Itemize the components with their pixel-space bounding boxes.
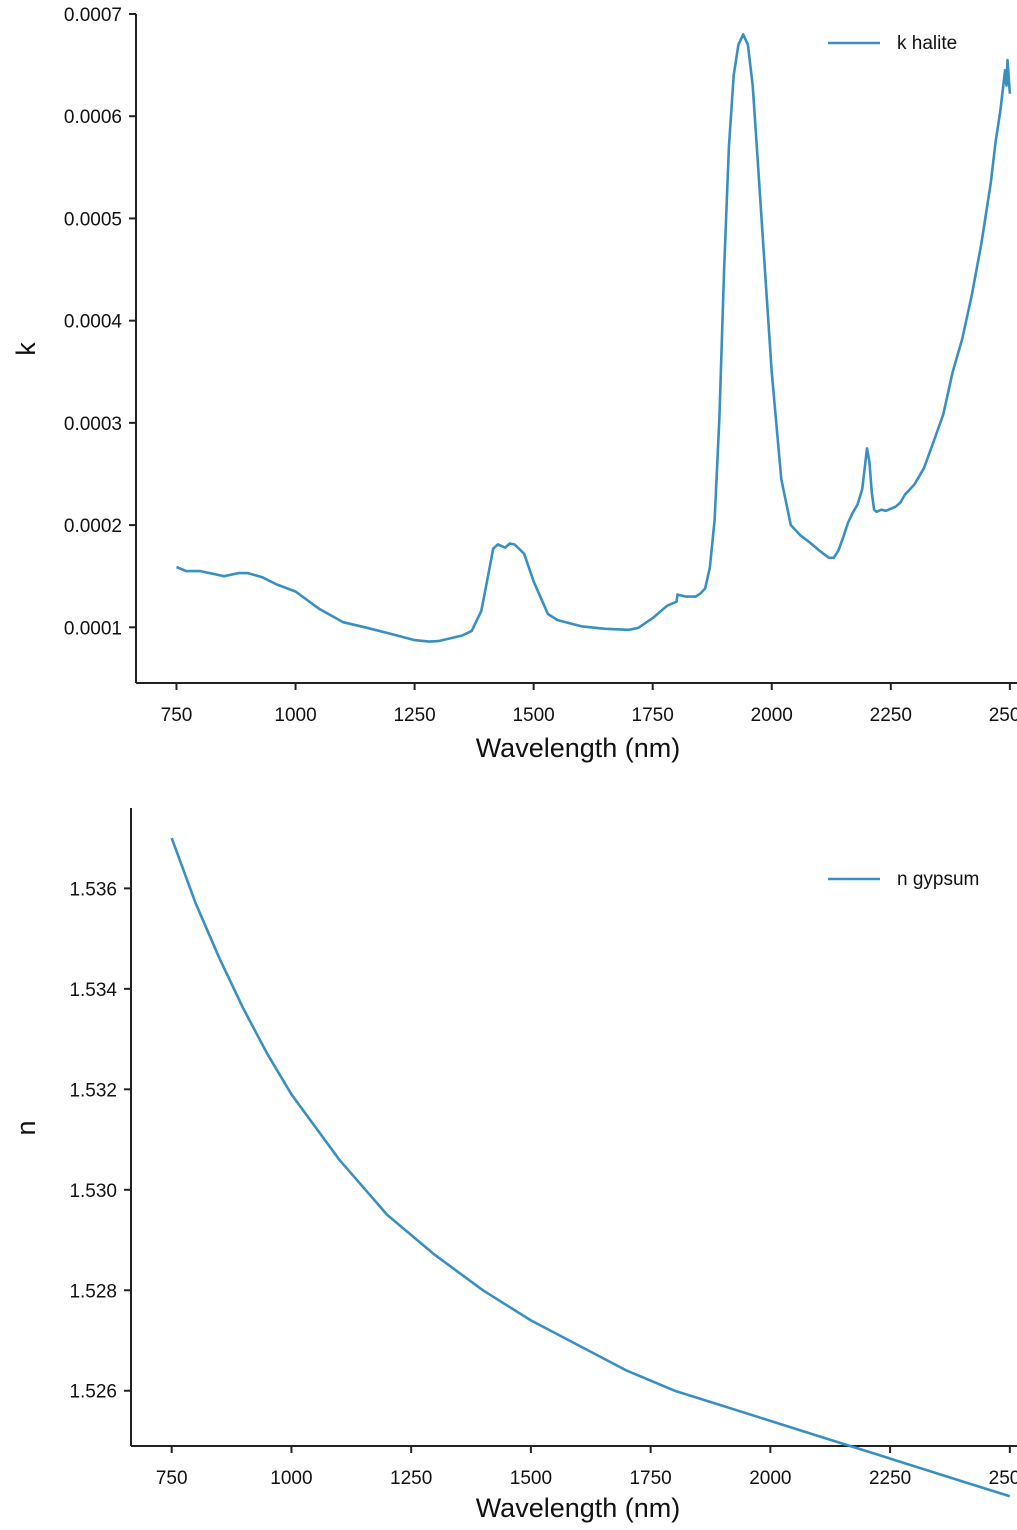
x-tick-label: 2000 bbox=[751, 705, 793, 726]
k-halite-chart: 0.0001 0.0002 0.0003 0.0004 0.0005 0.0006 0.00… bbox=[11, 5, 1017, 763]
y-tick-label: 0.0003 bbox=[64, 414, 122, 435]
x-axis-title: Wavelength (nm) bbox=[476, 733, 681, 763]
x-tick-label: 1000 bbox=[270, 1468, 312, 1489]
y-tick-label: 0.0004 bbox=[64, 312, 123, 333]
y-tick-label: 1.532 bbox=[69, 1080, 117, 1101]
x-tick-label: 2250 bbox=[869, 1468, 911, 1489]
x-ticks: 750 1000 1250 1500 1750 2000 2250 2500 bbox=[161, 683, 1017, 726]
y-tick-label: 1.528 bbox=[69, 1281, 117, 1302]
n-gypsum-chart: 1.526 1.528 1.530 1.532 1.534 1.536 750 1000 12… bbox=[11, 808, 1017, 1523]
x-tick-label: 2500 bbox=[989, 705, 1017, 726]
y-tick-label: 1.536 bbox=[69, 879, 117, 900]
x-ticks: 750 1000 1250 1500 1750 2000 2250 2500 bbox=[156, 1446, 1017, 1489]
y-tick-label: 0.0006 bbox=[64, 107, 122, 128]
y-ticks: 1.526 1.528 1.530 1.532 1.534 1.536 bbox=[69, 879, 131, 1403]
x-tick-label: 2000 bbox=[749, 1468, 791, 1489]
y-axis-title: n bbox=[11, 1120, 41, 1135]
y-tick-label: 1.526 bbox=[69, 1382, 117, 1403]
y-tick-label: 1.534 bbox=[69, 980, 117, 1001]
x-tick-label: 1500 bbox=[510, 1468, 552, 1489]
y-tick-label: 0.0002 bbox=[64, 516, 122, 537]
legend-label: k halite bbox=[897, 33, 957, 54]
x-tick-label: 2250 bbox=[870, 705, 912, 726]
x-tick-label: 750 bbox=[156, 1468, 188, 1489]
y-axis-title: k bbox=[11, 342, 41, 356]
y-ticks: 0.0001 0.0002 0.0003 0.0004 0.0005 0.0006 0.00… bbox=[64, 5, 136, 639]
legend-label: n gypsum bbox=[897, 869, 979, 890]
legend: k halite bbox=[828, 33, 957, 54]
x-tick-label: 1500 bbox=[512, 705, 554, 726]
y-tick-label: 1.530 bbox=[69, 1181, 117, 1202]
x-tick-label: 750 bbox=[161, 705, 193, 726]
x-axis-title: Wavelength (nm) bbox=[476, 1493, 681, 1523]
x-tick-label: 1000 bbox=[274, 705, 316, 726]
legend: n gypsum bbox=[828, 869, 979, 890]
x-tick-label: 1750 bbox=[629, 1468, 671, 1489]
y-tick-label: 0.0007 bbox=[64, 5, 122, 26]
x-tick-label: 1750 bbox=[632, 705, 674, 726]
k-halite-line bbox=[175, 33, 1012, 643]
y-tick-label: 0.0001 bbox=[64, 618, 122, 639]
x-tick-label: 1250 bbox=[390, 1468, 432, 1489]
y-tick-label: 0.0005 bbox=[64, 209, 122, 230]
n-gypsum-line bbox=[170, 837, 1011, 1498]
x-tick-label: 1250 bbox=[393, 705, 435, 726]
x-tick-label: 2500 bbox=[989, 1468, 1017, 1489]
